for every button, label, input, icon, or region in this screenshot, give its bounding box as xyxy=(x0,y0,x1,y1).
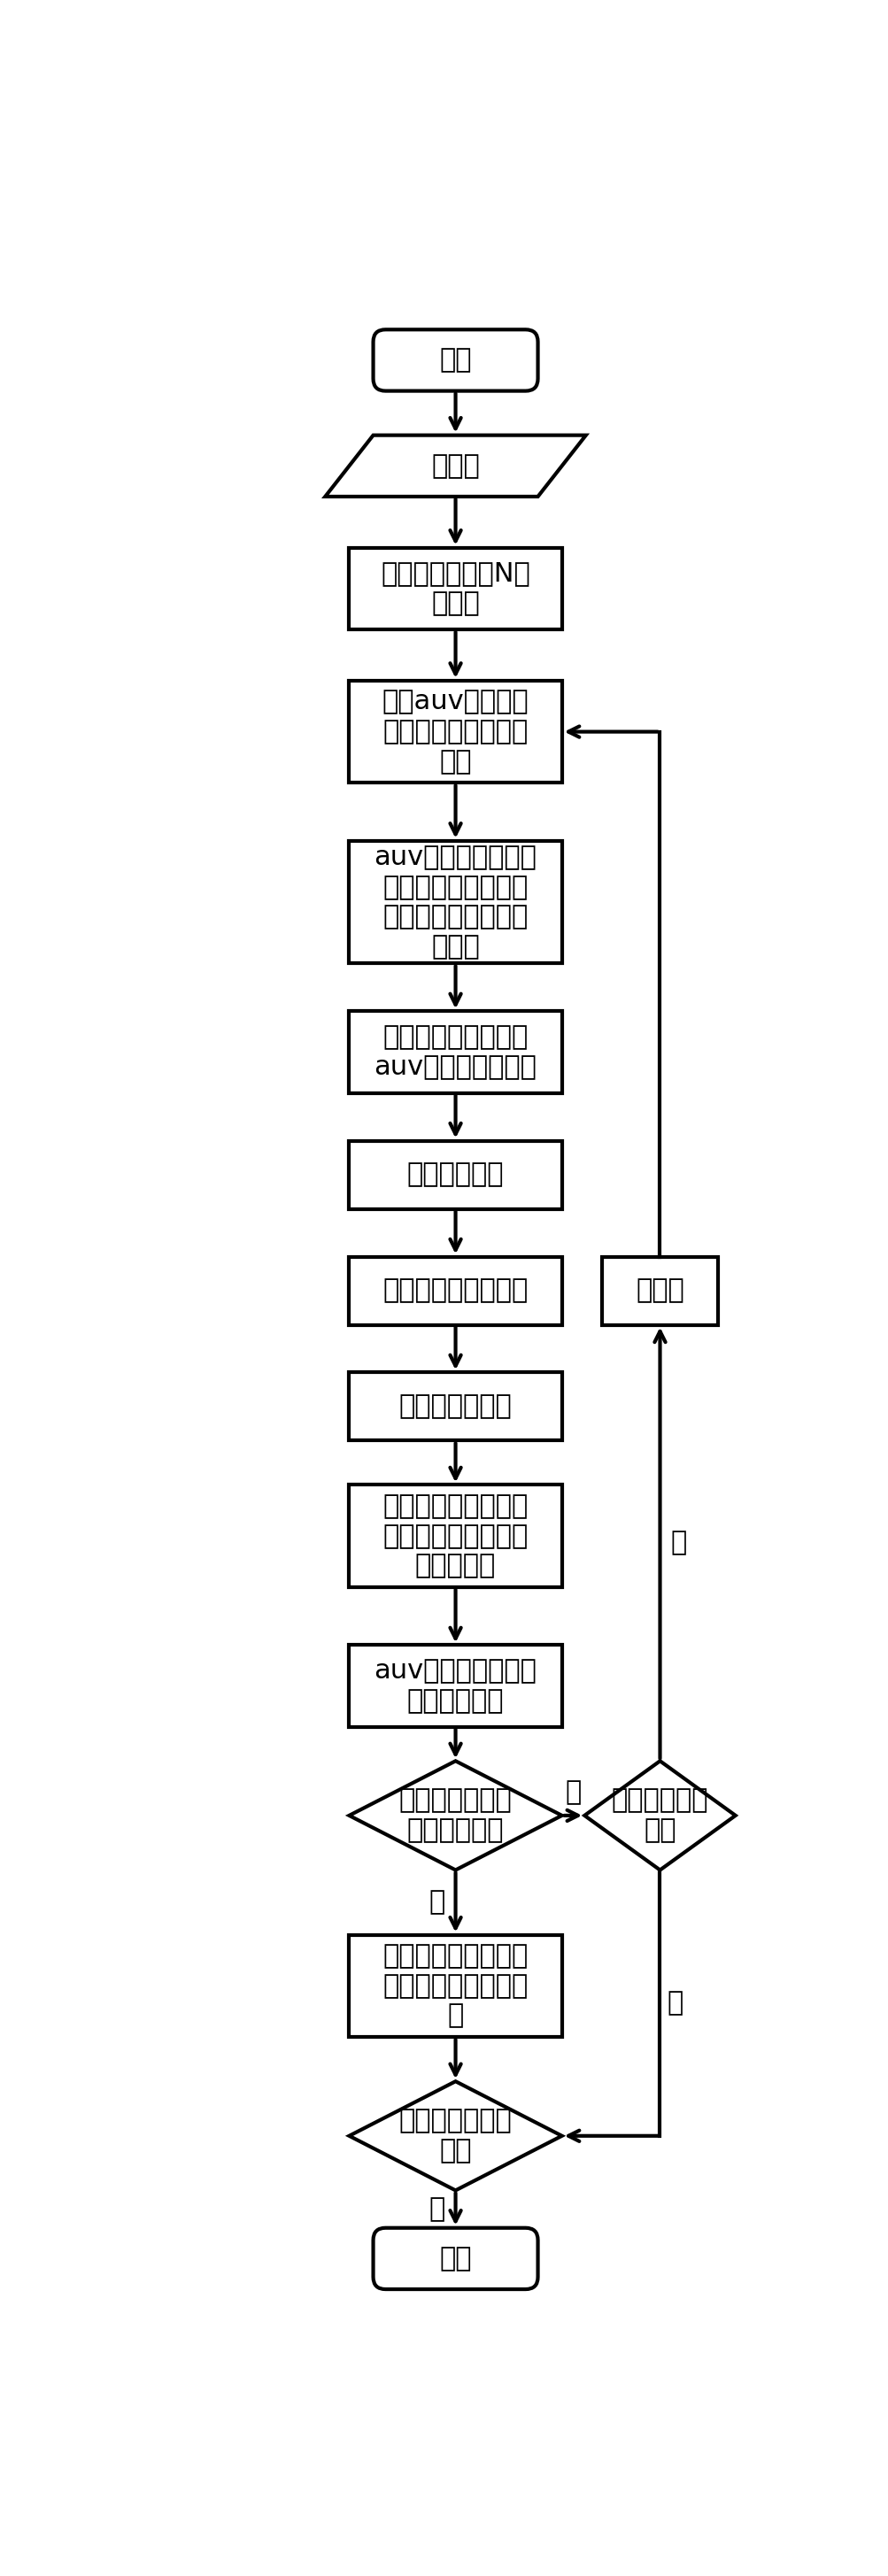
Text: 根据权重对粒子进行
加权求和，得到系统
的最优估计: 根据权重对粒子进行 加权求和，得到系统 的最优估计 xyxy=(383,1494,527,1579)
Bar xyxy=(601,1257,718,1324)
Text: 重采样: 重采样 xyxy=(635,1278,684,1303)
Bar xyxy=(349,1012,561,1092)
Text: auv测量自身与信标
节点间的距离: auv测量自身与信标 节点间的距离 xyxy=(374,1659,536,1713)
Polygon shape xyxy=(584,1762,734,1870)
Text: 有效粒子数足
够？: 有效粒子数足 够？ xyxy=(611,1788,708,1844)
Bar xyxy=(349,1373,561,1440)
Bar xyxy=(349,840,561,963)
Text: 根据auv的运动状
态，对粒子进行状态
转移: 根据auv的运动状 态，对粒子进行状态 转移 xyxy=(382,690,528,775)
Polygon shape xyxy=(325,435,585,497)
Bar xyxy=(349,1935,561,2038)
Text: 结束: 结束 xyxy=(439,2246,472,2272)
Text: 是: 是 xyxy=(429,2197,445,2223)
Text: 利用极大似然法，求
auv的最优观测位置: 利用极大似然法，求 auv的最优观测位置 xyxy=(374,1025,536,1079)
FancyBboxPatch shape xyxy=(373,330,537,392)
Polygon shape xyxy=(349,1762,561,1870)
Text: 粒子权重归一化: 粒子权重归一化 xyxy=(399,1394,511,1419)
Bar xyxy=(349,1646,561,1726)
Text: 初始化: 初始化 xyxy=(431,453,480,479)
Bar xyxy=(349,1484,561,1587)
FancyBboxPatch shape xyxy=(373,2228,537,2290)
Text: 是: 是 xyxy=(670,1530,686,1556)
Text: 在初始状态生成N个
的粒子: 在初始状态生成N个 的粒子 xyxy=(380,562,530,616)
Text: 系统完成既定运
动？: 系统完成既定运 动？ xyxy=(399,2107,511,2164)
Bar xyxy=(349,549,561,629)
Text: 是: 是 xyxy=(429,1891,445,1914)
Text: 对粒子进行权重筛选: 对粒子进行权重筛选 xyxy=(383,1278,527,1303)
Bar xyxy=(349,1257,561,1324)
Text: 计算粒子权重: 计算粒子权重 xyxy=(407,1162,503,1188)
Text: 是否满足凸优化
的计算要求？: 是否满足凸优化 的计算要求？ xyxy=(399,1788,511,1844)
Text: auv测量自身与锚点
间的距离以及自身与
已知位置的信标节点
的距离: auv测量自身与锚点 间的距离以及自身与 已知位置的信标节点 的距离 xyxy=(374,845,536,961)
Bar xyxy=(349,680,561,783)
Bar xyxy=(349,1141,561,1208)
Text: 利用凸优化模型对信
标节点的位置进行求
解: 利用凸优化模型对信 标节点的位置进行求 解 xyxy=(383,1942,527,2027)
Text: 否: 否 xyxy=(565,1780,581,1806)
Polygon shape xyxy=(349,2081,561,2190)
Text: 否: 否 xyxy=(666,1991,682,2017)
Text: 开始: 开始 xyxy=(439,348,472,374)
